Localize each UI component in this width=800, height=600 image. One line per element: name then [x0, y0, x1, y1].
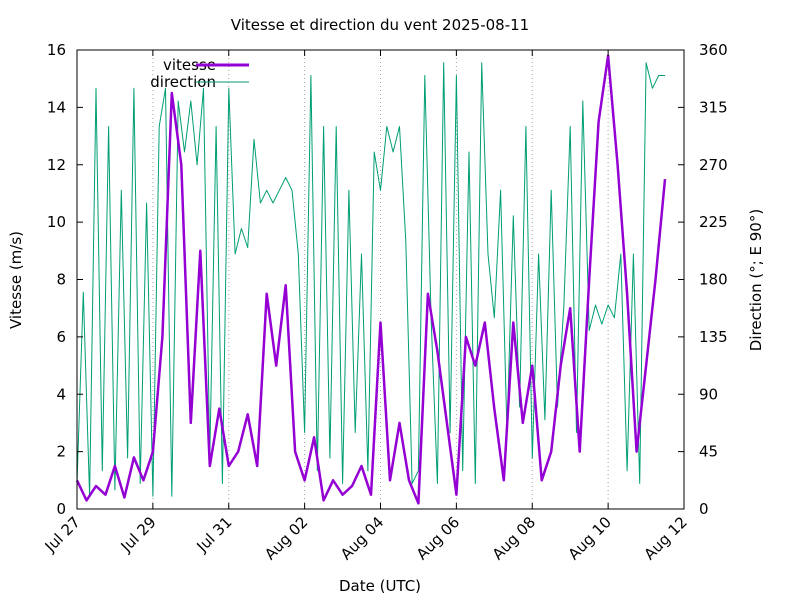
y-tick-label: 6	[56, 328, 66, 346]
y2-tick-label: 45	[699, 443, 718, 461]
y-tick-label: 16	[47, 41, 66, 59]
series-layer	[75, 54, 667, 505]
legend-label-vitesse: vitesse	[163, 56, 216, 74]
y-tick-label: 10	[47, 213, 66, 231]
axis-layer: Jul 27 Jul 29 Jul 31 Aug 02 Aug 04 Aug 06 Aug …	[41, 41, 728, 563]
y2-axis-label: Direction (°; E 90°)	[747, 209, 765, 351]
y-tick-label: 2	[56, 443, 66, 461]
grid-layer	[152, 50, 609, 509]
legend: vitesse direction	[150, 56, 249, 91]
legend-label-direction: direction	[150, 73, 216, 91]
x-tick-label: Jul 31	[192, 513, 235, 556]
y2-tick-label: 360	[699, 41, 728, 59]
x-tick-label: Aug 02	[261, 513, 311, 563]
y-tick-label: 8	[56, 271, 66, 289]
y-tick-label: 0	[56, 500, 66, 518]
x-tick-label: Aug 04	[337, 513, 387, 563]
x-tick-label: Jul 29	[117, 513, 160, 556]
series-line-direction	[76, 62, 665, 497]
y-tick-label: 4	[56, 385, 66, 403]
y2-tick-label: 180	[699, 271, 728, 289]
y2-tick-label: 315	[699, 98, 728, 116]
y-axis-label: Vitesse (m/s)	[7, 231, 25, 329]
y2-tick-label: 225	[699, 213, 728, 231]
y2-tick-label: 270	[699, 156, 728, 174]
chart-title: Vitesse et direction du vent 2025-08-11	[231, 16, 529, 34]
series-line-vitesse	[75, 54, 667, 505]
x-tick-label: Aug 06	[413, 513, 463, 563]
y2-tick-label: 90	[699, 385, 718, 403]
y-tick-label: 12	[47, 156, 66, 174]
y2-tick-label: 0	[699, 500, 709, 518]
y-tick-label: 14	[47, 98, 66, 116]
x-axis-label: Date (UTC)	[339, 577, 421, 595]
x-tick-label: Aug 10	[565, 513, 615, 563]
x-tick-label: Aug 12	[641, 513, 691, 563]
x-tick-label: Aug 08	[489, 513, 539, 563]
y2-tick-label: 135	[699, 328, 728, 346]
x-tick-label: Jul 27	[41, 513, 84, 556]
